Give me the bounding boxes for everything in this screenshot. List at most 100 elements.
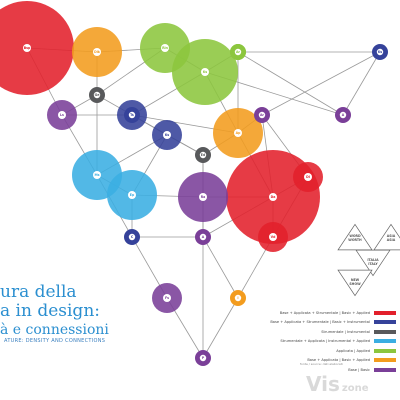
- node-center-dot: [163, 131, 171, 139]
- node-label: C: [131, 235, 134, 239]
- node-center-dot: [199, 233, 207, 241]
- legend-item: Base + Applicata + Strumentale | Basic +…: [250, 319, 396, 326]
- title-line-2: a in design:: [0, 301, 100, 321]
- node-center-dot: [23, 44, 31, 52]
- node-label: Ar: [260, 113, 264, 117]
- node-label: Ra: [201, 195, 206, 199]
- triangle-shape: [337, 269, 373, 297]
- node-n20: C: [124, 229, 140, 245]
- legend-label: Base + Applicata + Strumentale | Basic +…: [279, 310, 370, 315]
- node-n21: A: [195, 229, 211, 245]
- node-label: Ge: [95, 93, 100, 97]
- node-label: Dlk: [94, 50, 101, 54]
- node-center-dot: [93, 91, 101, 99]
- node-n27: A: [335, 107, 351, 123]
- node-label: Ks: [165, 133, 169, 137]
- triangle-label: WORD: [349, 234, 361, 238]
- node-label: Vd: [271, 235, 276, 239]
- legend-swatch: [374, 329, 396, 334]
- node-n24: I: [230, 290, 246, 306]
- node-label: Ap: [236, 131, 241, 135]
- triangle-label: WORTH: [348, 238, 362, 242]
- watermark-logo: Vis zone: [306, 372, 369, 396]
- node-n22: P: [195, 350, 211, 366]
- legend-item: Applicata | Applied: [250, 347, 396, 354]
- node-label: Da: [271, 195, 276, 199]
- legend-label: Base + Applicata + Strumentale | Basic +…: [270, 320, 370, 324]
- legend-item: Base + Applicata + Strumentale | Basic +…: [250, 309, 396, 316]
- triangle-label: NEW: [351, 278, 360, 282]
- legend-label: Strumentale | Instrumental: [321, 329, 370, 334]
- triangle-label: SHOW: [349, 282, 361, 286]
- node-label: Di: [306, 175, 310, 179]
- title-line-1: ura della: [0, 282, 77, 302]
- triangle-label: ASIA: [387, 234, 396, 238]
- node-center-dot: [234, 129, 242, 137]
- legend-item: Strumentale + Applicata | Instrumental +…: [250, 338, 396, 345]
- node-label: Rin: [162, 46, 169, 50]
- legend-label: Base + Applicata | Basic + Applied: [307, 358, 370, 362]
- legend-item: Base | Basic: [250, 366, 396, 373]
- node-n6: Ts: [124, 107, 140, 123]
- node-label: Ed: [201, 153, 206, 157]
- legend-label: Applicata | Applied: [336, 348, 370, 353]
- node-center-dot: [128, 111, 136, 119]
- subtitle: ATURE: DENSITY AND CONNECTIONS: [4, 338, 106, 344]
- node-n23: Fs: [152, 283, 182, 313]
- node-label: P: [202, 356, 205, 360]
- node-label: Ts: [130, 113, 134, 117]
- legend-item: Base + Applicata | Basic + Applied: [250, 357, 396, 364]
- node-n16: Ra: [178, 172, 228, 222]
- node-center-dot: [199, 151, 207, 159]
- node-label: Bsp: [24, 46, 31, 50]
- node-center-dot: [201, 68, 209, 76]
- node-label: Ks: [378, 50, 382, 54]
- edge-n21-n24: [202, 236, 239, 299]
- node-n11: Ap: [213, 108, 263, 158]
- node-label: I: [237, 296, 238, 300]
- legend-label: Base | Basic: [348, 367, 370, 372]
- node-n3: Rin: [140, 23, 190, 73]
- node-center-dot: [58, 111, 66, 119]
- legend-item: Strumentale | Instrumental: [250, 328, 396, 335]
- node-center-dot: [269, 193, 277, 201]
- legend-swatch: [374, 367, 396, 372]
- node-label: A: [202, 235, 205, 239]
- node-label: Ks: [203, 70, 207, 74]
- node-center-dot: [199, 354, 207, 362]
- node-center-dot: [339, 111, 347, 119]
- triangle-label: ASIA: [387, 238, 396, 242]
- node-n2: Dlk: [72, 27, 122, 77]
- node-n12: Ar: [254, 107, 270, 123]
- node-center-dot: [234, 294, 242, 302]
- triangle-shape: [337, 223, 373, 251]
- node-n19: Vd: [258, 222, 288, 252]
- node-n8: Ge: [89, 87, 105, 103]
- footnote: fonte / source: dati elaborati: [300, 362, 343, 366]
- triangle-label: ITALY: [368, 262, 378, 266]
- node-n18: Di: [293, 162, 323, 192]
- node-n15: Ep: [107, 170, 157, 220]
- node-center-dot: [199, 193, 207, 201]
- triangle-label: ITALIA: [367, 258, 379, 262]
- nodes-layer: BspDaKsDlkRinApMsEpRaLsKsRaDiVdFsKsTsGeA…: [0, 1, 388, 366]
- node-center-dot: [163, 294, 171, 302]
- edge-n24-n22: [202, 297, 239, 359]
- edge-n26-n27: [342, 51, 381, 116]
- node-center-dot: [376, 48, 384, 56]
- node-n9: Ks: [152, 120, 182, 150]
- legend-swatch: [374, 348, 396, 353]
- node-center-dot: [304, 173, 312, 181]
- node-circle: [0, 1, 74, 95]
- node-n13: Ed: [195, 147, 211, 163]
- node-n7: Ls: [47, 100, 77, 130]
- node-center-dot: [128, 233, 136, 241]
- node-label: Ls: [60, 113, 64, 117]
- legend-swatch: [374, 358, 396, 362]
- node-label: Ep: [130, 193, 135, 197]
- node-label: A: [342, 113, 345, 117]
